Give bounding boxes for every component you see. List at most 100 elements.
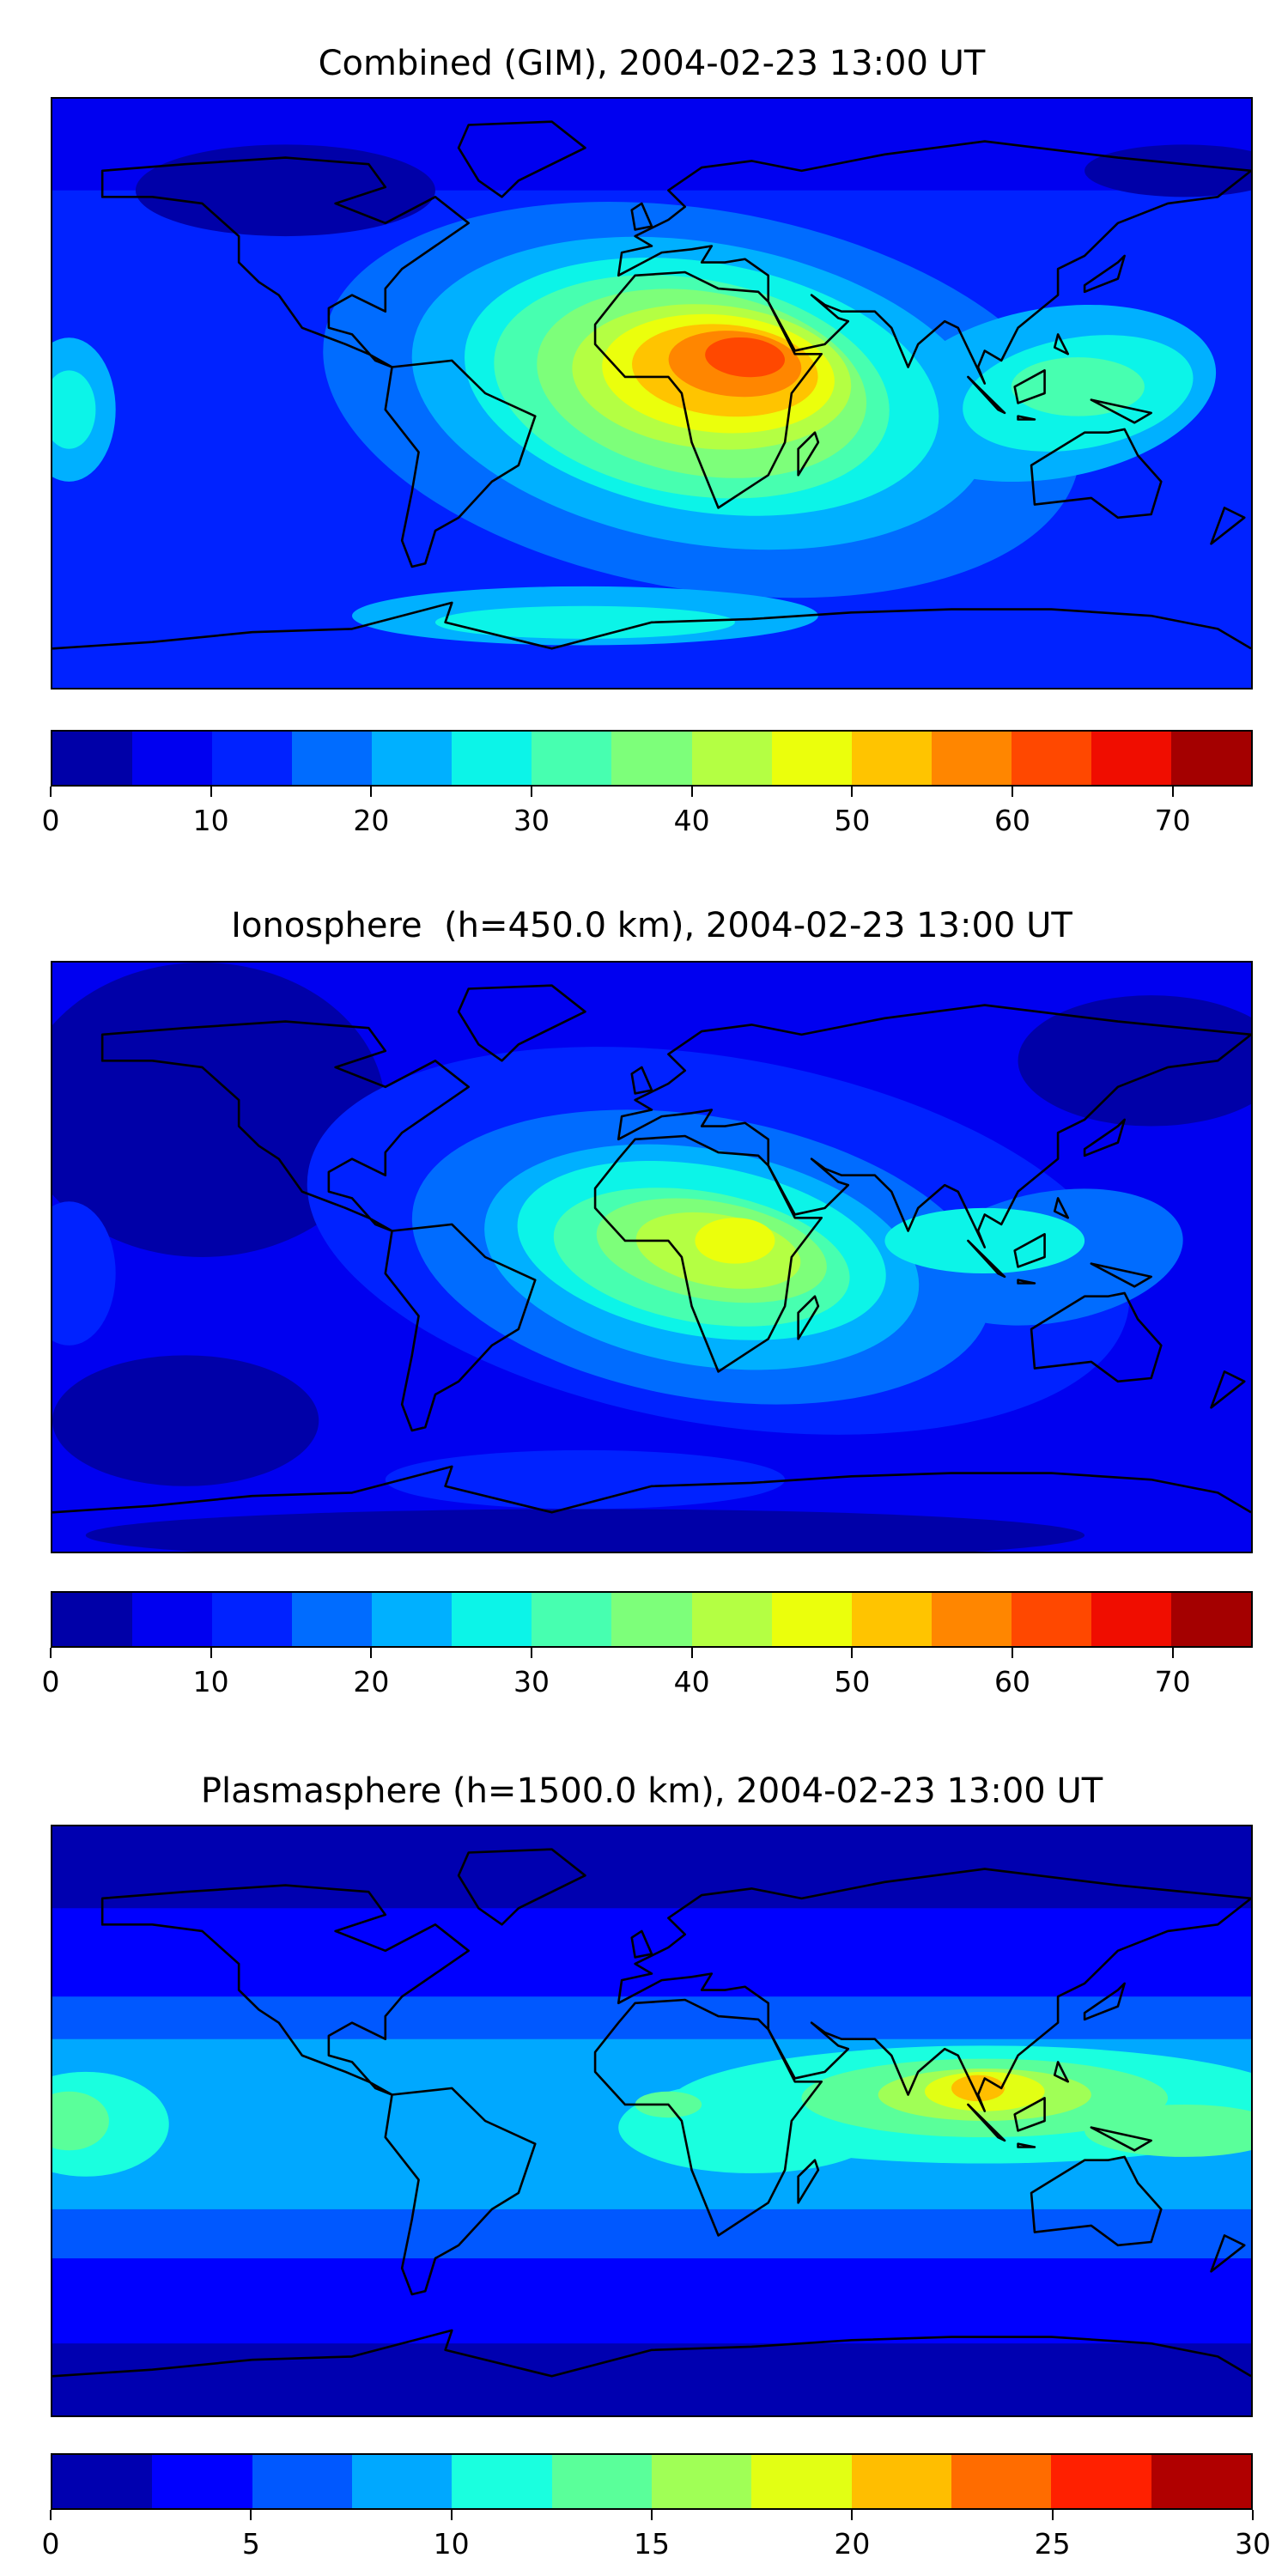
coastline	[102, 158, 469, 368]
coastline	[1031, 1293, 1161, 1382]
colorbar-segment	[751, 2455, 852, 2508]
coastline	[1018, 1280, 1035, 1284]
coastline	[618, 142, 1251, 384]
colorbar-tick	[1012, 787, 1013, 797]
coastline	[52, 1467, 1251, 1512]
colorbar-tick	[50, 787, 52, 797]
colorbar-segment	[292, 1593, 373, 1646]
colorbar-segment	[212, 1593, 293, 1646]
coastline	[1054, 1198, 1068, 1218]
colorbar-segment	[551, 2455, 652, 2508]
coastline	[52, 603, 1251, 648]
colorbar-tick-label: 70	[1154, 1665, 1191, 1698]
coastline	[1091, 2128, 1151, 2151]
colorbar-tick	[1012, 1648, 1013, 1658]
panel-3-title: Plasmasphere (h=1500.0 km), 2004-02-23 1…	[200, 1771, 1103, 1811]
contour-region	[705, 337, 785, 378]
coastline	[595, 1136, 822, 1371]
colorbar-tick	[370, 787, 373, 797]
coastline	[386, 1224, 536, 1431]
colorbar-tick-label: 0	[41, 1665, 60, 1698]
coastline	[1211, 507, 1244, 544]
colorbar-segment	[132, 1593, 213, 1646]
ionosphere-map	[51, 961, 1253, 1553]
combined-colorbar-ticks: 0 10 20 30 40 50 60 70	[42, 787, 1253, 838]
coastline	[1091, 400, 1151, 423]
colorbar-tick-label: 20	[834, 2527, 871, 2561]
coastline	[632, 204, 652, 229]
coastline	[1084, 1984, 1125, 2020]
colorbar-segment	[532, 1593, 612, 1646]
colorbar-tick	[851, 2510, 854, 2520]
colorbar-segment	[1051, 2455, 1151, 2508]
colorbar-segment	[1170, 732, 1251, 785]
coastline	[799, 433, 818, 476]
colorbar-segment	[52, 2455, 153, 2508]
colorbar-segment	[931, 1593, 1012, 1646]
coastline	[1211, 2235, 1244, 2271]
coastline	[1084, 256, 1125, 292]
colorbar-segment	[851, 1593, 932, 1646]
colorbar-tick-label: 0	[41, 2527, 60, 2561]
contour-region	[385, 1449, 786, 1510]
contour-region	[434, 605, 735, 639]
coastline	[618, 1005, 1251, 1248]
colorbar-segment	[212, 732, 293, 785]
coastline	[1015, 370, 1045, 403]
colorbar-segment	[1170, 1593, 1251, 1646]
coastline	[1054, 334, 1068, 354]
colorbar-segment	[651, 2455, 752, 2508]
colorbar-segment	[252, 2455, 352, 2508]
colorbar-tick-label: 10	[433, 2527, 470, 2561]
contour-region	[1084, 2104, 1251, 2157]
colorbar-segment	[611, 732, 692, 785]
colorbar-tick	[1171, 1648, 1174, 1658]
coastline	[459, 986, 585, 1061]
colorbar-tick-label: 10	[192, 1665, 229, 1698]
colorbar-tick-label: 20	[353, 804, 390, 837]
colorbar-segment	[372, 1593, 453, 1646]
colorbar-tick	[450, 2510, 453, 2520]
coastline	[102, 1886, 469, 2095]
colorbar-tick-label: 30	[1235, 2527, 1271, 2561]
coastline	[968, 1241, 1005, 1277]
coastline	[618, 1869, 1251, 2111]
colorbar-tick	[1252, 2510, 1254, 2520]
coastline	[799, 1297, 818, 1340]
colorbar-tick	[851, 787, 854, 797]
colorbar-tick-label: 50	[834, 1665, 871, 1698]
colorbar-segment	[691, 1593, 772, 1646]
coastline	[1054, 2062, 1068, 2081]
colorbar-tick-label: 60	[994, 1665, 1030, 1698]
contour-region	[501, 2300, 635, 2334]
colorbar-segment	[1151, 2455, 1251, 2508]
colorbar-tick	[370, 1648, 373, 1658]
colorbar-tick-label: 15	[634, 2527, 670, 2561]
colorbar-segment	[1011, 1593, 1091, 1646]
coastline	[386, 361, 536, 567]
contour-region	[52, 1355, 319, 1486]
colorbar-tick-label: 70	[1154, 804, 1191, 837]
coastline	[1015, 2098, 1045, 2130]
colorbar-segment	[1091, 732, 1171, 785]
colorbar-segment	[452, 1593, 532, 1646]
coastline	[799, 2160, 818, 2203]
contour-region	[884, 1207, 1085, 1274]
colorbar-segment	[52, 1593, 133, 1646]
colorbar-segment	[851, 732, 932, 785]
colorbar-segment	[452, 732, 532, 785]
combined-gim-map	[51, 97, 1253, 690]
colorbar-tick-label: 0	[41, 804, 60, 837]
colorbar-tick	[1051, 2510, 1054, 2520]
colorbar-tick-label: 5	[241, 2527, 260, 2561]
colorbar-segment	[292, 732, 373, 785]
panel-2-title: Ionosphere (h=450.0 km), 2004-02-23 13:0…	[231, 906, 1072, 945]
colorbar-segment	[611, 1593, 692, 1646]
colorbar-tick	[531, 1648, 532, 1658]
plasmasphere-map	[51, 1825, 1253, 2417]
plasmasphere-colorbar	[51, 2453, 1253, 2510]
coastline	[1031, 2157, 1161, 2245]
colorbar-tick	[210, 787, 212, 797]
colorbar-tick-label: 40	[673, 1665, 710, 1698]
colorbar-segment	[152, 2455, 252, 2508]
